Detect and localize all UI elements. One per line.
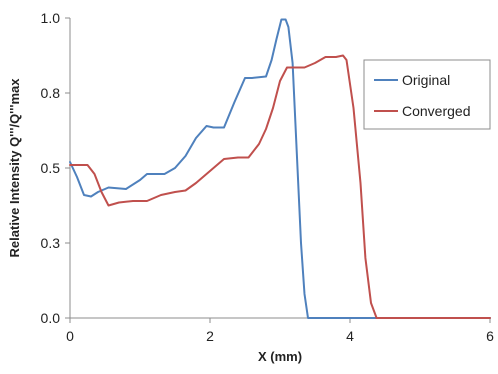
legend-label-converged: Converged: [402, 103, 471, 119]
x-tick-label: 4: [346, 328, 354, 344]
plot-area: 0.0 0.3 0.5 0.8 1.0 0 2 4 6: [41, 10, 495, 344]
legend-label-original: Original: [402, 72, 450, 88]
x-tick-label: 0: [66, 328, 74, 344]
series-layer: [69, 18, 491, 319]
series-line-original: [69, 18, 491, 319]
series-line-converged: [69, 54, 491, 319]
y-axis-title: Relative Intensity Q'''/Q'''max: [7, 78, 22, 258]
y-tick-label: 0.5: [41, 160, 61, 176]
legend-box: [363, 59, 491, 130]
y-tick-label: 1.0: [41, 10, 61, 26]
x-tick-label: 2: [206, 328, 214, 344]
legend: Original Converged: [363, 59, 491, 130]
y-ticks: 0.0 0.3 0.5 0.8 1.0: [41, 10, 70, 326]
x-ticks: 0 2 4 6: [66, 318, 494, 344]
y-tick-label: 0.0: [41, 310, 61, 326]
x-tick-label: 6: [486, 328, 494, 344]
y-tick-label: 0.8: [41, 85, 61, 101]
y-tick-label: 0.3: [41, 235, 61, 251]
x-axis-title: X (mm): [258, 349, 302, 364]
